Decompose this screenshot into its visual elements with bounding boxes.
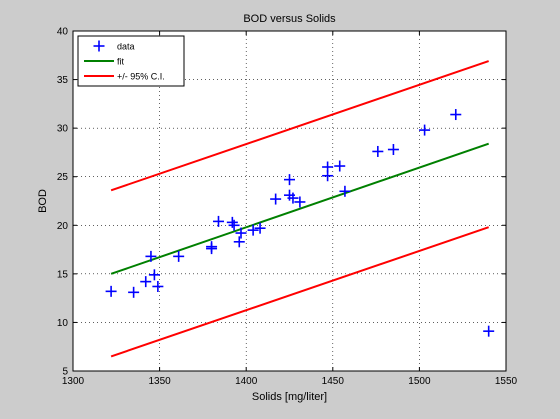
y-tick-label: 35	[57, 75, 69, 86]
y-tick-label: 5	[62, 367, 68, 378]
x-tick-label: 1550	[495, 376, 518, 387]
legend: data fit +/- 95% C.I.	[78, 36, 184, 86]
x-axis-label: Solids [mg/liter]	[252, 391, 327, 403]
y-tick-label: 10	[57, 318, 69, 329]
y-tick-label: 25	[57, 172, 69, 183]
x-tick-label: 1400	[235, 376, 258, 387]
y-axis-label: BOD	[37, 189, 49, 213]
x-tick-label: 1350	[148, 376, 171, 387]
y-tick-label: 40	[57, 27, 69, 38]
chart-title: BOD versus Solids	[243, 13, 336, 25]
x-tick-label: 1450	[322, 376, 345, 387]
legend-label: data	[117, 42, 135, 52]
y-tick-label: 15	[57, 269, 69, 280]
x-tick-label: 1500	[408, 376, 431, 387]
y-tick-label: 30	[57, 124, 69, 135]
x-tick-label: 1300	[62, 376, 85, 387]
legend-label: +/- 95% C.I.	[117, 72, 165, 82]
y-tick-label: 20	[57, 221, 69, 232]
legend-label: fit	[117, 57, 125, 67]
